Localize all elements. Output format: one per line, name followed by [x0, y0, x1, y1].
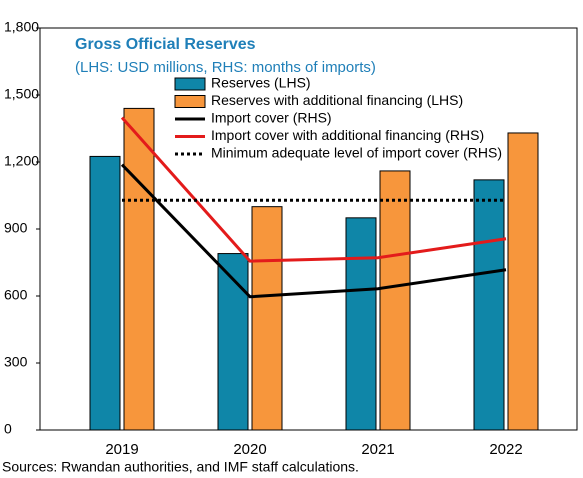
chart-title: Gross Official Reserves [75, 36, 256, 53]
source-note: Sources: Rwandan authorities, and IMF st… [2, 459, 359, 475]
y-tick-label: 900 [4, 220, 28, 236]
chart-subtitle: (LHS: USD millions, RHS: months of impor… [75, 59, 376, 76]
bar [379, 170, 411, 431]
legend-swatch [174, 95, 206, 108]
x-tick-label: 2019 [105, 441, 138, 458]
bar [89, 155, 121, 431]
y-tick-label: 0 [4, 421, 12, 437]
legend-label: Import cover with additional financing (… [211, 127, 484, 143]
x-tick-label: 2020 [233, 441, 266, 458]
y-tick-label: 1,800 [4, 19, 39, 35]
x-tick-label: 2022 [489, 441, 522, 458]
line-series [120, 163, 507, 299]
bar [123, 107, 155, 431]
legend-label: Reserves (LHS) [211, 75, 311, 91]
bar [217, 253, 249, 431]
legend-label: Minimum adequate level of import cover (… [211, 145, 502, 161]
bar [473, 179, 505, 431]
y-tick-label: 300 [4, 354, 28, 370]
x-tick-label: 2021 [361, 441, 394, 458]
y-tick-label: 600 [4, 287, 28, 303]
y-tick-label: 1,200 [4, 153, 39, 169]
bar [251, 206, 283, 431]
bar [507, 132, 539, 431]
line-series [120, 116, 507, 263]
legend-label: Import cover (RHS) [211, 110, 332, 126]
legend-swatch [174, 77, 206, 91]
bar [345, 217, 377, 431]
legend-label: Reserves with additional financing (LHS) [211, 92, 463, 108]
y-tick-label: 1,500 [4, 86, 39, 102]
